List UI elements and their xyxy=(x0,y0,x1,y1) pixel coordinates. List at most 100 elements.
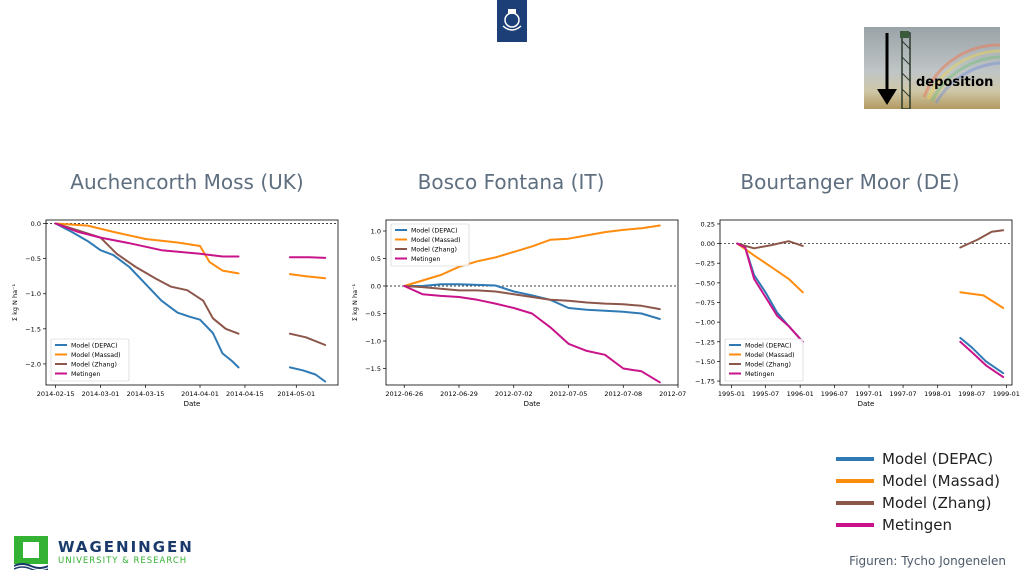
wur-mark-icon xyxy=(14,536,48,570)
series-line-metingen xyxy=(54,222,240,258)
legend-label: Model (Zhang) xyxy=(745,361,791,368)
series-line-zhang xyxy=(736,240,804,250)
legend-item-depac: Model (DEPAC) xyxy=(836,448,1000,470)
chart-title-auchencorth: Auchencorth Moss (UK) xyxy=(70,170,304,194)
crest-logo xyxy=(497,0,527,42)
y-tick-label: −1.00 xyxy=(695,319,715,327)
legend-label-zhang: Model (Zhang) xyxy=(882,494,992,512)
y-tick-label: 0.5 xyxy=(371,255,381,263)
series-line-zhang xyxy=(403,285,661,311)
x-tick-label: 1997-01 xyxy=(855,390,882,398)
x-tick-label: 2012-06-29 xyxy=(440,390,478,398)
deposition-photo-scene xyxy=(900,31,1000,109)
deposition-label: deposition xyxy=(916,75,994,90)
y-tick-label: 0.00 xyxy=(701,240,715,248)
series-zhang xyxy=(736,229,1005,250)
legend-swatch-metingen xyxy=(836,523,874,527)
shared-legend: Model (DEPAC) Model (Massad) Model (Zhan… xyxy=(836,448,1000,536)
x-tick-label: 2014-03-01 xyxy=(82,390,120,398)
legend-label: Model (Massad) xyxy=(411,237,461,244)
series-line-zhang xyxy=(959,229,1005,249)
legend-label: Model (Zhang) xyxy=(71,361,117,368)
x-tick-label: 1997-07 xyxy=(889,390,916,398)
series-zhang xyxy=(403,285,661,311)
legend-swatch-depac xyxy=(836,457,874,461)
series-line-depac xyxy=(403,283,661,320)
legend-item-massad: Model (Massad) xyxy=(836,470,1000,492)
series-line-metingen xyxy=(288,256,327,259)
y-axis-label: Σ kg N ha⁻¹ xyxy=(11,284,19,322)
legend-label: Metingen xyxy=(745,371,774,378)
chart-auchencorth: 0.0 −0.5 −1.0 −1.5 −2.0 2014-02-15 2014-03-01 2… xyxy=(11,219,339,408)
legend-swatch-massad xyxy=(836,479,874,483)
y-tick-label: −1.25 xyxy=(695,338,715,346)
x-tick-label: 2014-03-15 xyxy=(127,390,165,398)
y-tick-label: 0.25 xyxy=(701,220,715,228)
series-depac xyxy=(54,222,327,383)
chart-title-bourtanger: Bourtanger Moor (DE) xyxy=(740,170,960,194)
y-tick-label: 1.0 xyxy=(371,228,381,236)
series-line-depac xyxy=(959,336,1005,375)
y-tick-label: −1.5 xyxy=(25,325,41,333)
x-axis-label: Date xyxy=(184,400,201,408)
y-tick-label: −1.0 xyxy=(365,338,381,346)
x-tick-label: 2012-07-08 xyxy=(604,390,642,398)
x-tick-label: 1998-07 xyxy=(958,390,985,398)
series-massad xyxy=(54,222,327,280)
legend-label: Model (DEPAC) xyxy=(71,342,118,349)
chart-bosco: 1.0 0.5 0.0 −0.5 −1.0 −1.5 2012-06-26 2012-06-2… xyxy=(351,219,686,408)
figure-credit: Figuren: Tycho Jongenelen xyxy=(849,554,1006,568)
y-tick-label: 0.0 xyxy=(371,283,381,291)
x-tick-label: 1996-01 xyxy=(787,390,814,398)
legend-label: Metingen xyxy=(411,256,440,263)
legend-box xyxy=(390,223,470,267)
legend-box xyxy=(50,338,130,382)
y-tick-label: −1.75 xyxy=(695,378,715,386)
legend-label: Model (Zhang) xyxy=(411,246,457,253)
series-line-metingen xyxy=(959,340,1005,379)
series-line-depac xyxy=(288,366,327,383)
chart-title-bosco: Bosco Fontana (IT) xyxy=(417,170,605,194)
legend-swatch-zhang xyxy=(836,501,874,505)
series-line-massad xyxy=(403,224,661,287)
x-tick-label: 2014-05-01 xyxy=(277,390,315,398)
y-tick-label: −1.50 xyxy=(695,358,715,366)
legend-box xyxy=(724,338,804,382)
rijksoverheid-crest-icon xyxy=(502,9,522,31)
y-tick-label: −0.75 xyxy=(695,299,715,307)
x-tick-label: 2014-04-15 xyxy=(226,390,264,398)
legend-label: Metingen xyxy=(71,371,100,378)
y-tick-label: −0.50 xyxy=(695,279,715,287)
x-tick-label: 2012-06-26 xyxy=(385,390,423,398)
series-line-metingen xyxy=(403,285,661,384)
x-tick-label: 1996-07 xyxy=(821,390,848,398)
x-tick-label: 2012-07-11 xyxy=(659,390,686,398)
y-tick-label: −2.0 xyxy=(25,360,41,368)
legend-label-depac: Model (DEPAC) xyxy=(882,450,994,468)
x-axis-label: Date xyxy=(524,400,541,408)
y-tick-label: −0.5 xyxy=(25,255,41,263)
arrow-down-icon xyxy=(877,33,897,105)
x-tick-label: 1999-01 xyxy=(993,390,1020,398)
chart-bourtanger: 0.25 0.00 −0.25 −0.50 −0.75 −1.00 −1.25 −1.50 −1… xyxy=(695,219,1020,408)
x-tick-label: 2012-07-05 xyxy=(550,390,588,398)
series-line-zhang xyxy=(288,332,327,346)
y-tick-label: −0.25 xyxy=(695,260,715,268)
series-metingen xyxy=(403,285,661,384)
legend-item-metingen: Metingen xyxy=(836,514,1000,536)
series-line-massad xyxy=(736,242,804,294)
wur-subtitle: UNIVERSITY & RESEARCH xyxy=(58,556,188,566)
series-metingen xyxy=(54,222,327,259)
x-tick-label: 2014-02-15 xyxy=(37,390,75,398)
legend-label-massad: Model (Massad) xyxy=(882,472,1000,490)
legend-label: Model (Massad) xyxy=(71,352,121,359)
legend-label: Model (Massad) xyxy=(745,352,795,359)
x-tick-label: 1995-07 xyxy=(752,390,779,398)
y-tick-label: −1.0 xyxy=(25,290,41,298)
series-line-massad xyxy=(288,273,327,280)
series-line-metingen xyxy=(736,242,804,343)
y-axis-label: Σ kg N ha⁻¹ xyxy=(351,284,359,322)
series-massad xyxy=(403,224,661,287)
x-tick-label: 1995-01 xyxy=(718,390,745,398)
legend-label-metingen: Metingen xyxy=(882,516,952,534)
